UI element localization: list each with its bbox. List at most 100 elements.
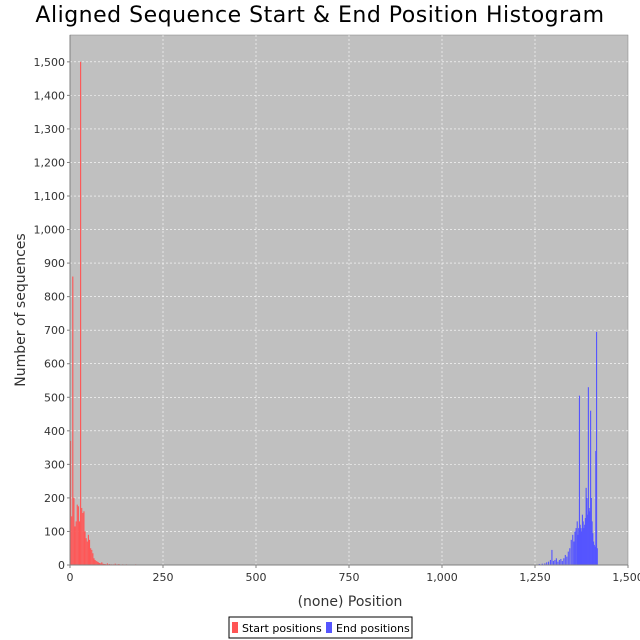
- x-tick-label: 0: [67, 571, 74, 584]
- start-position-bar: [72, 276, 74, 565]
- x-tick-label: 1,250: [519, 571, 551, 584]
- end-position-bar: [574, 531, 576, 565]
- start-position-bar: [95, 560, 97, 565]
- end-position-bar: [581, 531, 583, 565]
- end-position-bar: [592, 533, 594, 565]
- start-position-bar: [81, 507, 83, 565]
- y-tick-label: 1,100: [34, 190, 66, 203]
- y-tick-label: 400: [44, 425, 65, 438]
- end-position-bar: [576, 521, 578, 565]
- start-positions-bars: [70, 61, 148, 565]
- x-tick-label: 1,000: [426, 571, 458, 584]
- start-position-bar: [99, 562, 101, 565]
- y-tick-label: 300: [44, 458, 65, 471]
- end-position-bar: [546, 562, 548, 565]
- x-tick-label: 750: [339, 571, 360, 584]
- legend-swatch-start: [232, 622, 238, 633]
- start-position-bar: [87, 534, 89, 565]
- end-position-bar: [551, 549, 553, 565]
- end-position-bar: [573, 541, 575, 565]
- end-position-bar: [549, 559, 551, 565]
- end-position-bar: [564, 554, 566, 565]
- end-position-bar: [567, 551, 569, 565]
- end-position-bar: [584, 518, 586, 565]
- end-position-bar: [554, 559, 556, 565]
- y-tick-label: 800: [44, 291, 65, 304]
- start-position-bar: [75, 521, 77, 565]
- end-position-bar: [593, 541, 595, 565]
- start-position-bar: [96, 561, 98, 565]
- y-tick-label: 700: [44, 324, 65, 337]
- end-position-bar: [538, 563, 540, 565]
- end-position-bar: [570, 539, 572, 565]
- legend-box: [228, 616, 413, 639]
- x-axis-ticks: 0 250 500 750 1,000 1,250 1,500: [67, 565, 640, 584]
- start-position-bar: [76, 504, 78, 565]
- gridlines: [70, 35, 628, 565]
- start-position-bar: [88, 539, 91, 565]
- x-tick-label: 1,500: [612, 571, 640, 584]
- end-position-bar: [596, 548, 598, 565]
- legend: Start positions End positions: [228, 616, 413, 639]
- start-position-bar: [93, 558, 95, 565]
- end-position-bar: [548, 561, 550, 565]
- legend-swatch-end: [326, 622, 332, 633]
- y-tick-label: 1,500: [34, 56, 66, 69]
- end-position-bar: [590, 497, 592, 565]
- start-position-bar: [118, 563, 120, 565]
- start-position-bar: [82, 513, 84, 565]
- end-position-bar: [596, 331, 598, 565]
- end-position-bar: [589, 511, 591, 565]
- end-position-bar: [584, 524, 586, 565]
- start-position-bar: [114, 563, 116, 565]
- start-position-bar: [73, 497, 75, 565]
- x-tick-label: 500: [246, 571, 267, 584]
- end-position-bar: [569, 548, 571, 565]
- start-position-bar: [102, 563, 104, 565]
- start-position-bar: [91, 549, 93, 565]
- end-position-bar: [563, 558, 565, 565]
- y-tick-label: 1,000: [34, 224, 66, 237]
- start-position-bar: [74, 526, 76, 565]
- end-position-bar: [557, 561, 559, 565]
- y-tick-label: 900: [44, 257, 65, 270]
- end-position-bar: [581, 514, 583, 565]
- end-position-bar: [593, 544, 595, 565]
- end-position-bar: [578, 395, 581, 565]
- chart-title: Aligned Sequence Start & End Position Hi…: [35, 3, 604, 28]
- start-position-bar: [92, 553, 94, 565]
- end-position-bar: [582, 521, 584, 565]
- end-position-bar: [566, 556, 568, 565]
- legend-label-start: Start positions: [242, 622, 322, 635]
- y-tick-label: 100: [44, 525, 65, 538]
- start-position-bar: [101, 562, 103, 565]
- start-position-bar: [78, 521, 81, 565]
- end-position-bar: [544, 563, 546, 565]
- end-position-bar: [579, 524, 581, 565]
- legend-label-end: End positions: [336, 622, 410, 635]
- end-position-bar: [586, 497, 588, 565]
- y-tick-label: 1,300: [34, 123, 66, 136]
- start-position-bar: [109, 563, 111, 565]
- end-position-bar: [594, 546, 596, 565]
- end-position-bar: [558, 559, 560, 565]
- start-position-bar: [85, 538, 87, 565]
- y-tick-label: 200: [44, 492, 65, 505]
- end-position-bar: [587, 387, 589, 565]
- y-tick-label: 500: [44, 391, 65, 404]
- end-position-bar: [541, 563, 543, 565]
- y-axis-title: Number of sequences: [13, 233, 29, 386]
- start-position-bar: [77, 506, 79, 565]
- end-position-bar: [577, 534, 579, 565]
- end-positions-bars: [538, 331, 598, 565]
- end-position-bar: [555, 558, 557, 565]
- end-position-bar: [583, 528, 585, 565]
- start-position-bar: [104, 563, 106, 565]
- start-position-bar: [103, 563, 105, 565]
- y-tick-label: 0: [58, 559, 65, 572]
- y-tick-label: 1,400: [34, 89, 66, 102]
- end-position-bar: [575, 528, 577, 565]
- start-position-bar: [100, 563, 102, 565]
- start-position-bar: [97, 562, 100, 565]
